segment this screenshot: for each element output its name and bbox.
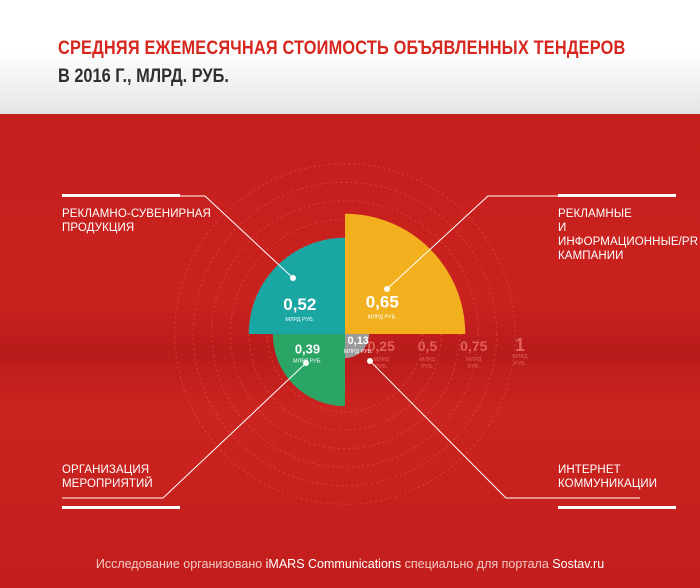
unit-label-souvenir: МЛРД РУБ. bbox=[285, 317, 314, 323]
scale-tick-unit2-3: РУБ. bbox=[514, 361, 527, 367]
footer-org: iMARS Communications bbox=[265, 557, 402, 571]
leader-line-internet bbox=[369, 360, 640, 499]
scale-tick-3: 1 bbox=[515, 335, 525, 355]
leader-dot-internet bbox=[367, 358, 373, 364]
sector-campaigns bbox=[345, 213, 466, 334]
unit-label-internet: МЛРД РУБ. bbox=[344, 349, 373, 355]
category-label-souvenir: РЕКЛАМНО-СУВЕНИРНАЯ ПРОДУКЦИЯ bbox=[62, 208, 211, 234]
value-label-souvenir: 0,52 bbox=[283, 295, 316, 314]
scale-tick-unit2-0: РУБ. bbox=[375, 364, 388, 370]
scale-tick-1: 0,5 bbox=[418, 338, 438, 354]
scale-tick-unit-0: МЛРД bbox=[374, 357, 389, 363]
footer-credit: Исследование организовано iMARS Communic… bbox=[0, 557, 700, 571]
category-label-events: ОРГАНИЗАЦИЯ МЕРОПРИЯТИЙ bbox=[62, 464, 153, 490]
sector-events bbox=[272, 334, 345, 407]
scale-tick-unit-2: МЛРД bbox=[466, 357, 481, 363]
header-band bbox=[0, 0, 700, 114]
sector-souvenir bbox=[248, 237, 345, 334]
guide-ring-5 bbox=[174, 163, 516, 505]
unit-label-campaigns: МЛРД РУБ. bbox=[368, 315, 397, 321]
leader-bar-campaigns bbox=[558, 194, 676, 197]
leader-dot-souvenir bbox=[290, 275, 296, 281]
value-label-campaigns: 0,65 bbox=[366, 293, 399, 312]
leader-dot-events bbox=[303, 360, 309, 366]
category-label-internet: ИНТЕРНЕТ КОММУНИКАЦИИ bbox=[558, 464, 658, 490]
scale-tick-0: 0,25 bbox=[368, 338, 395, 354]
footer-text-middle: специально для портала bbox=[401, 557, 553, 571]
chart-title: СРЕДНЯЯ ЕЖЕМЕСЯЧНАЯ СТОИМОСТЬ ОБЪЯВЛЕННЫ… bbox=[58, 38, 626, 59]
leader-bar-internet bbox=[558, 506, 676, 509]
chart-subtitle: В 2016 Г., МЛРД. РУБ. bbox=[58, 66, 229, 87]
guide-ring-4 bbox=[192, 181, 498, 487]
footer-portal: Sostav.ru bbox=[552, 557, 605, 571]
sector-internet bbox=[345, 334, 370, 359]
value-label-internet: 0,13 bbox=[348, 335, 369, 347]
guide-ring-3 bbox=[211, 200, 479, 468]
scale-tick-unit2-1: РУБ. bbox=[421, 364, 434, 370]
scale-tick-2: 0,75 bbox=[460, 338, 487, 354]
leader-bar-events bbox=[62, 506, 180, 509]
scale-tick-unit2-2: РУБ. bbox=[468, 364, 481, 370]
leader-bar-souvenir bbox=[62, 194, 180, 197]
value-label-events: 0,39 bbox=[295, 341, 320, 356]
scale-tick-unit-3: МЛРД bbox=[512, 354, 527, 360]
scale-tick-unit-1: МЛРД bbox=[420, 357, 435, 363]
category-label-campaigns: РЕКЛАМНЫЕ И ИНФОРМАЦИОННЫЕ/PR КАМПАНИИ bbox=[558, 208, 699, 262]
leader-line-events bbox=[62, 362, 307, 499]
leader-dot-campaigns bbox=[384, 286, 390, 292]
footer-text-before: Исследование организовано bbox=[95, 557, 266, 571]
